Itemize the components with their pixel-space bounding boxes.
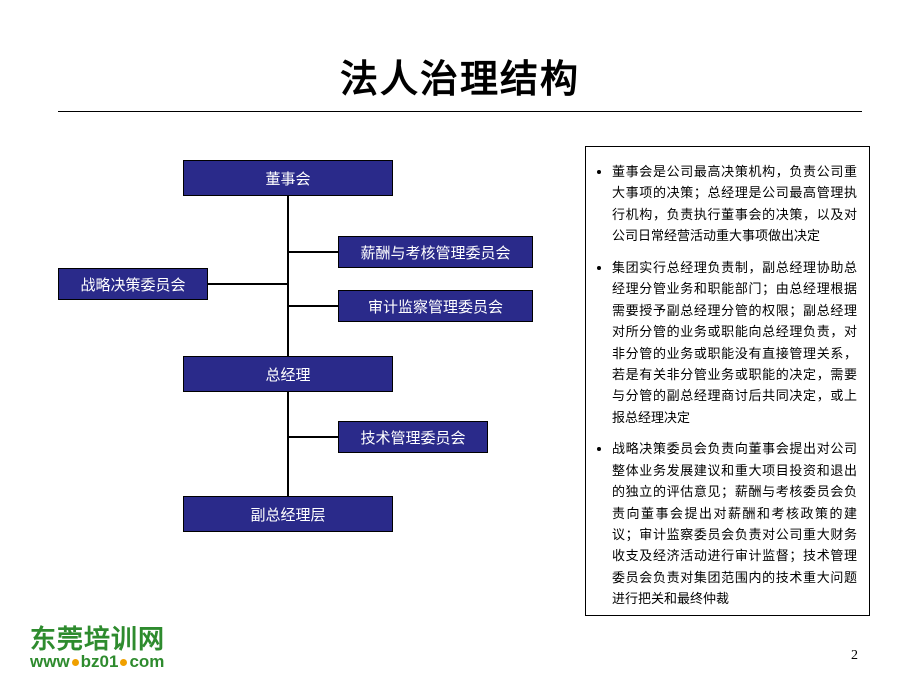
- footer-brand: 东莞培训网: [30, 625, 165, 654]
- page-number: 2: [851, 648, 858, 664]
- org-chart: 董事会战略决策委员会 薪酬与考核管理委员会审计监察管理委员会总经理技术管理委员会副…: [58, 160, 548, 560]
- org-node-board: 董事会: [183, 160, 393, 196]
- dot-icon: [72, 659, 79, 666]
- dot-icon: [120, 659, 127, 666]
- connector-line: [288, 436, 338, 438]
- notes-item: 战略决策委员会负责向董事会提出对公司整体业务发展建议和重大项目投资和退出的独立的…: [612, 438, 857, 610]
- page-title: 法人治理结构: [0, 0, 920, 111]
- content-area: 董事会战略决策委员会 薪酬与考核管理委员会审计监察管理委员会总经理技术管理委员会副…: [0, 136, 920, 690]
- org-node-dgm: 副总经理层: [183, 496, 393, 532]
- footer-url: www bz01 com: [30, 653, 165, 672]
- org-node-tech: 技术管理委员会: [338, 421, 488, 453]
- title-underline: [58, 111, 862, 112]
- notes-panel: 董事会是公司最高决策机构，负责公司重大事项的决策；总经理是公司最高管理执行机构，…: [585, 146, 870, 616]
- notes-item: 集团实行总经理负责制，副总经理协助总经理分管业务和职能部门；由总经理根据需要授予…: [612, 257, 857, 429]
- notes-item: 董事会是公司最高决策机构，负责公司重大事项的决策；总经理是公司最高管理执行机构，…: [612, 161, 857, 247]
- org-node-audit: 审计监察管理委员会: [338, 290, 533, 322]
- connector-line: [287, 196, 289, 356]
- url-part: com: [129, 652, 164, 671]
- connector-line: [287, 392, 289, 496]
- connector-line: [208, 283, 288, 285]
- org-node-gm: 总经理: [183, 356, 393, 392]
- url-part: bz01: [81, 652, 119, 671]
- connector-line: [288, 305, 338, 307]
- footer-logo: 东莞培训网 www bz01 com: [30, 625, 165, 672]
- url-part: www: [30, 652, 70, 671]
- org-node-strategy: 战略决策委员会: [58, 268, 208, 300]
- notes-list: 董事会是公司最高决策机构，负责公司重大事项的决策；总经理是公司最高管理执行机构，…: [596, 161, 857, 610]
- connector-line: [288, 251, 338, 253]
- org-node-comp: 薪酬与考核管理委员会: [338, 236, 533, 268]
